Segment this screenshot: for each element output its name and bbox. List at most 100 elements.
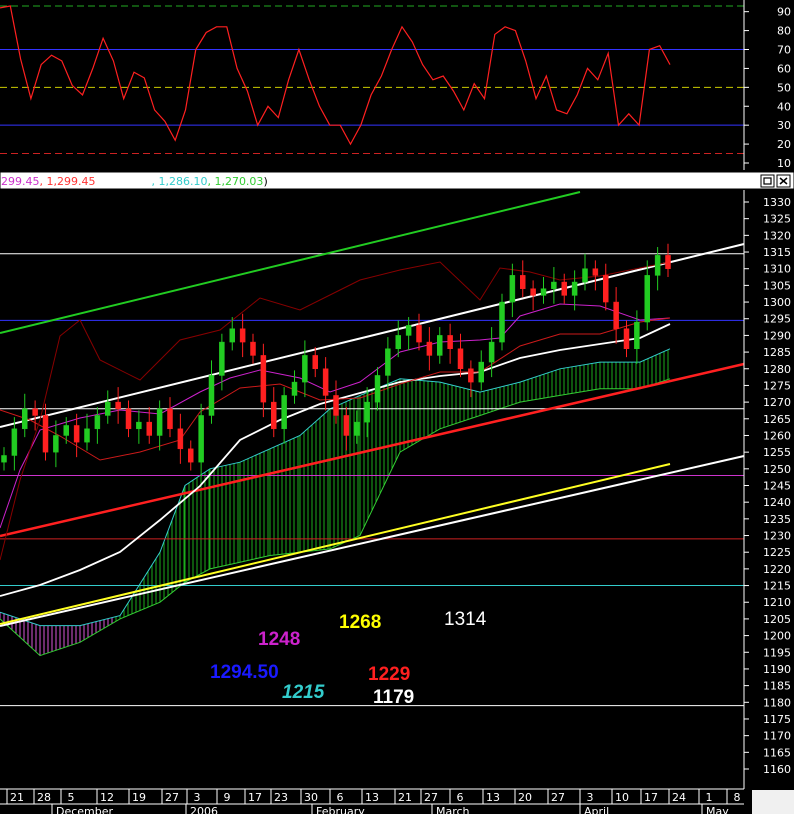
- candle-body: [343, 415, 350, 436]
- date-tick-label: 21: [10, 791, 24, 804]
- month-label: February: [316, 805, 365, 814]
- rsi-tick-label: 50: [777, 81, 791, 94]
- rsi-tick-label: 90: [777, 6, 791, 19]
- date-tick-label: 13: [486, 791, 500, 804]
- price-tick-label: 1305: [763, 279, 791, 292]
- price-tick-label: 1280: [763, 363, 791, 376]
- candle-body: [613, 301, 619, 329]
- candle-body: [333, 395, 339, 416]
- candle-body: [468, 368, 474, 383]
- price-tick-label: 1200: [763, 630, 791, 643]
- candle-body: [291, 381, 298, 396]
- candle-body: [623, 328, 630, 350]
- price-tick-label: 1215: [763, 580, 791, 593]
- candle-body: [188, 448, 194, 463]
- candle-body: [219, 341, 225, 376]
- date-tick-label: 1: [706, 791, 713, 804]
- candle-body: [73, 425, 80, 443]
- legend-values: 299.45, 1,299.45, 1,308.11, 1,286.10, 1,…: [1, 175, 268, 188]
- month-label: December: [56, 805, 114, 814]
- month-label: March: [436, 805, 470, 814]
- date-axis: 21 28 5 12 19 27 3 9 17 23 30 6 13 21 27 6 13 20 27 3 10 17 24…: [0, 788, 794, 814]
- price-tick-label: 1315: [763, 246, 791, 259]
- candle-body: [447, 335, 453, 350]
- candle-body: [644, 275, 650, 323]
- price-tick-label: 1310: [763, 263, 791, 276]
- price-panel-header: 299.45, 1,299.45, 1,308.11, 1,286.10, 1,…: [0, 171, 794, 190]
- date-tick-label: 8: [734, 791, 741, 804]
- candle-body: [654, 255, 661, 276]
- price-tick-label: 1300: [763, 296, 791, 309]
- trend-channels: [0, 191, 745, 627]
- candle-body: [281, 395, 287, 430]
- price-tick-label: 1220: [763, 563, 791, 576]
- level-annotations: 1268 1314 1248 1294.50 1229 1215 1179: [210, 609, 487, 708]
- price-panel: 1268 1314 1248 1294.50 1229 1215 1179 1160 1165…: [0, 190, 794, 790]
- candle-body: [603, 275, 609, 303]
- price-tick-label: 1230: [763, 530, 791, 543]
- candle-body: [229, 328, 235, 343]
- legend-value: , 1,270.03: [207, 175, 263, 188]
- candle-body: [364, 401, 370, 423]
- candle-body: [530, 288, 536, 296]
- candle-body: [478, 361, 484, 383]
- candle-body: [239, 328, 246, 343]
- candle-body: [634, 321, 640, 350]
- candle-body: [53, 435, 59, 453]
- price-tick-label: 1240: [763, 496, 791, 509]
- candle-body: [260, 355, 267, 403]
- candle-body: [488, 341, 495, 363]
- candle-body: [405, 325, 412, 336]
- axis-corner: [752, 790, 794, 814]
- candle-body: [11, 428, 18, 456]
- candle-body: [416, 325, 422, 343]
- candle-body: [63, 425, 69, 436]
- date-tick-label: 3: [194, 791, 201, 804]
- level-annotation: 1215: [282, 682, 325, 703]
- candle-body: [374, 375, 381, 403]
- cloud-upper-edge: [0, 348, 671, 627]
- price-tick-label: 1285: [763, 346, 791, 359]
- candle-body: [582, 268, 588, 283]
- rsi-axis-bg: [744, 0, 794, 170]
- candle-body: [198, 415, 204, 463]
- price-tick-label: 1265: [763, 413, 791, 426]
- price-tick-label: 1255: [763, 446, 791, 459]
- candle-body: [520, 275, 526, 289]
- price-tick-label: 1290: [763, 329, 791, 342]
- price-tick-label: 1260: [763, 429, 791, 442]
- indicator-lines: [0, 261, 671, 597]
- date-tick-label: 13: [365, 791, 379, 804]
- candle-body: [426, 341, 433, 356]
- candle-body: [312, 355, 318, 370]
- rsi-axis-ticks: 10 20 30 40 50 60 70 80 90: [744, 6, 791, 170]
- green-channel-line: [0, 191, 581, 334]
- candle-body: [592, 268, 599, 276]
- candle-body: [177, 428, 184, 450]
- candle-body: [571, 281, 578, 296]
- minimize-icon[interactable]: [760, 174, 775, 188]
- lower-white-channel: [0, 455, 745, 627]
- candle-body: [551, 281, 557, 289]
- price-tick-label: 1160: [763, 763, 791, 776]
- candle-body: [136, 421, 142, 430]
- price-tick-label: 1320: [763, 229, 791, 242]
- cloud-lower-edge: [0, 378, 671, 657]
- rsi-line: [0, 5, 671, 146]
- rsi-levels: [0, 5, 744, 155]
- rsi-tick-label: 80: [777, 25, 791, 38]
- date-tick-label: 27: [424, 791, 438, 804]
- date-tick-label: 24: [672, 791, 686, 804]
- candle-body: [167, 408, 173, 430]
- candle-body: [22, 408, 28, 430]
- close-icon[interactable]: [776, 174, 791, 188]
- candles: [1, 243, 671, 478]
- legend-value: 299.45: [1, 175, 40, 188]
- price-tick-label: 1235: [763, 513, 791, 526]
- rsi-tick-label: 20: [777, 138, 791, 151]
- price-tick-label: 1185: [763, 680, 791, 693]
- price-tick-label: 1205: [763, 613, 791, 626]
- date-tick-label: 5: [68, 791, 75, 804]
